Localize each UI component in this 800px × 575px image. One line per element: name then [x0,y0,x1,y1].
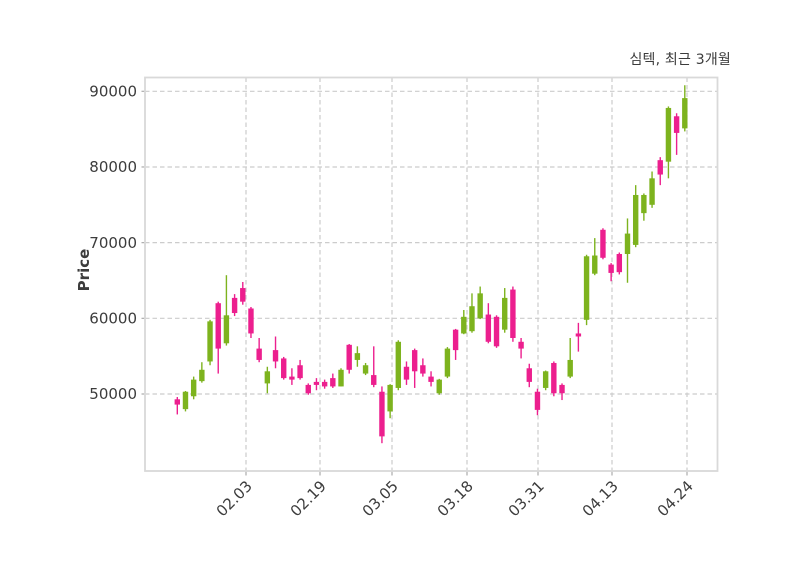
candle-body [305,384,311,394]
y-tick-label: 50000 [89,385,137,403]
candle-body [632,194,639,245]
candle-body [534,391,541,410]
candle-body [362,365,369,374]
candle-body [567,359,573,377]
candle-body [624,233,631,255]
candle-body [526,368,532,382]
candle-body [682,98,688,129]
candle-body [346,344,352,370]
candle-body [403,366,410,380]
candle-body [199,369,205,382]
plot-border [144,76,719,472]
candle-body [240,288,246,302]
candle-body [469,306,475,332]
candle-body [649,178,655,205]
y-tick-label: 70000 [89,234,137,252]
x-tick-label: 02.19 [287,477,330,520]
chart-title: 심텍, 최근 3개월 [629,52,731,68]
candle-body [575,333,582,337]
candle-body [297,365,303,379]
y-tick-label: 90000 [89,83,137,101]
candle-body [207,321,213,362]
candle-body [223,315,230,344]
x-tick-label: 02.03 [213,477,256,520]
candle-body [551,362,557,394]
candle-body [461,316,467,334]
candle-body [174,399,180,405]
candle-body [542,371,549,388]
candle-body [281,358,287,379]
candle-body [272,350,279,362]
y-tick-label: 60000 [89,310,137,328]
x-tick-label: 04.24 [654,477,697,520]
candle-body [321,381,328,387]
candle-body [182,391,189,410]
candle-body [289,376,295,380]
candle-body [420,365,426,374]
candle-body [248,308,254,334]
candle-body [231,297,238,314]
candle-body [436,379,442,394]
candle-body [215,303,221,349]
y-axis-label: Price [75,248,93,292]
candle-body [330,378,336,387]
x-tick-label: 04.13 [579,477,622,520]
candle-body [190,379,197,397]
candle-body [502,297,508,330]
candle-body [313,381,320,385]
candle-body [395,341,402,388]
candle-body [583,256,590,320]
candle-body [657,160,663,175]
candle-body [444,348,451,377]
x-tick-label: 03.18 [434,477,477,520]
candle-body [559,384,565,394]
y-tick-label: 80000 [89,158,137,176]
candle-body [608,264,614,273]
x-tick-label: 03.05 [359,477,402,520]
candle-body [665,107,672,162]
candle-body [371,375,377,385]
candle-body [264,371,271,384]
candle-body [379,391,385,437]
candle-body [256,348,262,360]
x-tick-label: 03.31 [505,477,548,520]
candle-body [510,289,516,339]
candle-body [387,384,393,412]
candle-body [592,255,598,274]
candle-body [518,341,524,349]
candle-body [600,229,606,258]
candle-body [673,116,680,133]
candle-body [485,314,492,342]
candle-body [477,293,483,319]
candle-body [411,350,418,372]
candle-body [338,369,344,387]
candle-body [452,329,459,351]
candle-body [493,316,500,347]
candle-body [428,376,434,382]
candle-body [616,254,623,273]
candle-body [641,194,647,214]
candle-body [354,353,361,360]
